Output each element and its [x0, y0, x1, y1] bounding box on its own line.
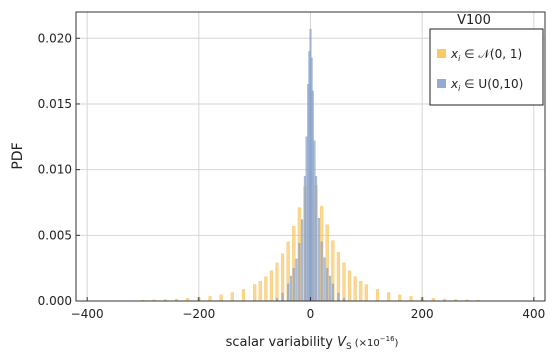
histogram-bar-normal [375, 289, 380, 302]
histogram-bar-uniform [329, 275, 332, 302]
histogram-bar-normal [347, 270, 352, 302]
histogram-bar-uniform [315, 176, 318, 302]
x-axis-scale-prefix: (×10 [355, 338, 380, 349]
annotation-v100: V100 [457, 13, 491, 28]
legend-label-uniform: xi ∈ U(0,10) [450, 77, 523, 93]
histogram-bar-uniform [292, 267, 295, 302]
legend-uniform-dist: ∈ U(0,10) [460, 77, 523, 91]
histogram-bar-normal [275, 262, 279, 302]
histogram-bar-normal [208, 296, 212, 302]
histogram-bar-uniform [301, 219, 304, 302]
histogram-bar-normal [230, 292, 234, 302]
x-axis-label-subscript: S [346, 342, 352, 352]
x-tick-label: 0 [307, 307, 315, 321]
histogram-bar-normal [269, 270, 274, 302]
legend-box [429, 28, 544, 106]
histogram-bar-uniform [320, 241, 323, 302]
histogram-bar-uniform [298, 242, 301, 302]
y-tick-label: 0.005 [38, 228, 72, 242]
legend-uniform-sub: i [458, 84, 461, 93]
y-tick-label: 0.020 [38, 31, 72, 45]
histogram-bar-normal [241, 289, 246, 302]
legend-normal-dist: ∈ 𝒩(0, 1) [460, 47, 522, 61]
legend-normal-var: x [450, 47, 459, 61]
x-tick-label: −400 [71, 307, 104, 321]
histogram-bar-normal [387, 292, 391, 302]
legend-swatch-uniform [437, 79, 446, 88]
histogram-bar-uniform [331, 283, 334, 302]
legend: V100 xi ∈ 𝒩(0, 1) xi ∈ U(0,10) [429, 13, 544, 106]
legend-normal-sub: i [458, 54, 461, 63]
x-tick-label: 200 [411, 307, 434, 321]
histogram-bar-uniform [311, 90, 314, 302]
y-axis-ticks: 0.000 0.005 0.010 0.015 0.020 [38, 31, 80, 308]
histogram-bar-normal [353, 276, 357, 302]
histogram-bar-normal [342, 262, 346, 302]
histogram-bar-normal [253, 284, 257, 302]
legend-swatch-normal [437, 49, 446, 58]
y-tick-label: 0.015 [38, 97, 72, 111]
histogram-bar-normal [398, 294, 402, 302]
y-axis-label: PDF [10, 142, 26, 169]
histogram-bar-uniform [295, 258, 298, 302]
y-tick-label: 0.000 [38, 294, 72, 308]
histogram-bar-normal [258, 281, 262, 302]
histogram-bar-uniform [303, 176, 306, 302]
x-axis-label-text: scalar variability [226, 335, 334, 350]
legend-label-normal: xi ∈ 𝒩(0, 1) [450, 47, 522, 63]
histogram-bar-uniform [289, 275, 292, 302]
histogram-bar-uniform [281, 292, 284, 302]
histogram-bar-uniform [326, 267, 329, 302]
x-axis-scale-exponent: −16 [380, 335, 395, 343]
x-axis-scale-suffix: ) [395, 338, 399, 349]
x-axis-label-symbol: V [337, 335, 347, 350]
x-tick-label: 400 [522, 307, 545, 321]
histogram-bar-normal [359, 281, 363, 302]
histogram-bar-uniform [317, 218, 320, 302]
x-axis-label: scalar variability VS (×10−16) [226, 335, 399, 352]
legend-uniform-var: x [450, 77, 459, 91]
x-axis-ticks: −400 −200 0 200 400 [71, 297, 545, 321]
series-uniform-bars [275, 28, 346, 302]
histogram-bar-uniform [305, 136, 308, 302]
histogram-bar-normal [219, 294, 223, 302]
histogram-bar-normal [409, 296, 413, 302]
x-tick-label: −200 [182, 307, 215, 321]
histogram-bar-uniform [337, 292, 340, 302]
y-tick-label: 0.010 [38, 163, 72, 177]
histogram-bar-uniform [287, 283, 290, 302]
histogram-bar-normal [364, 284, 368, 302]
histogram-bar-uniform [313, 140, 316, 302]
histogram-bar-uniform [323, 257, 326, 302]
histogram-bar-normal [264, 276, 268, 302]
